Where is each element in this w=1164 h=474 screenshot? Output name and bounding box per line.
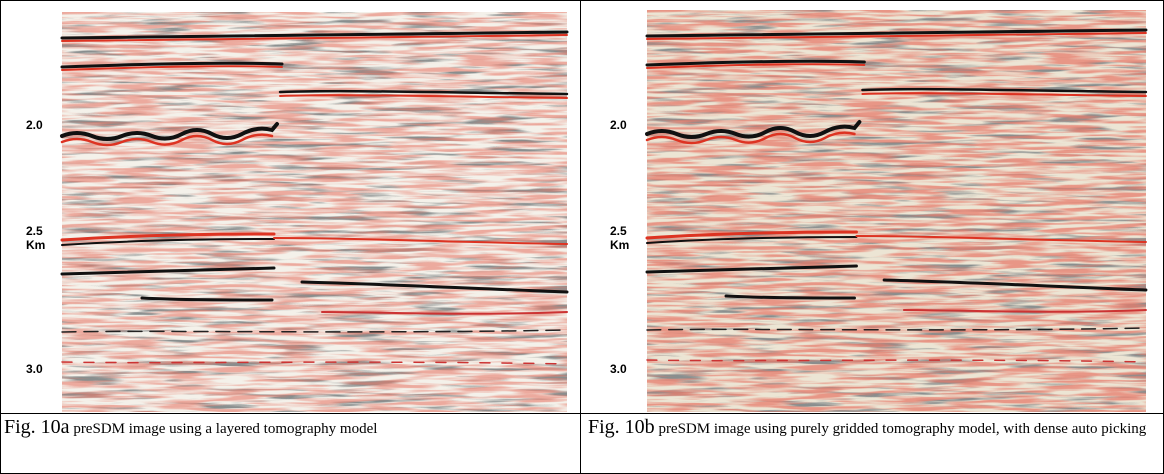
seismic-image-a xyxy=(60,12,569,412)
axis-label: 2.0 xyxy=(610,118,627,132)
axis-label: 2.0 xyxy=(26,118,43,132)
axis-label: Km xyxy=(610,238,629,252)
caption-label: Fig. 10b xyxy=(588,416,655,438)
axis-label: Km xyxy=(26,238,45,252)
axis-label: 2.5 xyxy=(610,224,627,238)
axis-label: 3.0 xyxy=(26,362,43,376)
caption: Fig. 10b preSDM image using purely gridd… xyxy=(588,416,1160,440)
seismic-image-b xyxy=(645,10,1148,412)
image-texture xyxy=(62,12,567,412)
caption-text: preSDM image using a layered tomography … xyxy=(73,421,378,437)
caption-text: preSDM image using purely gridded tomogr… xyxy=(658,421,1147,437)
axis-label: 2.5 xyxy=(26,224,43,238)
caption: Fig. 10a preSDM image using a layered to… xyxy=(4,416,574,440)
axis-label: 3.0 xyxy=(610,362,627,376)
caption-label: Fig. 10a xyxy=(4,416,70,438)
image-texture xyxy=(647,10,1146,412)
